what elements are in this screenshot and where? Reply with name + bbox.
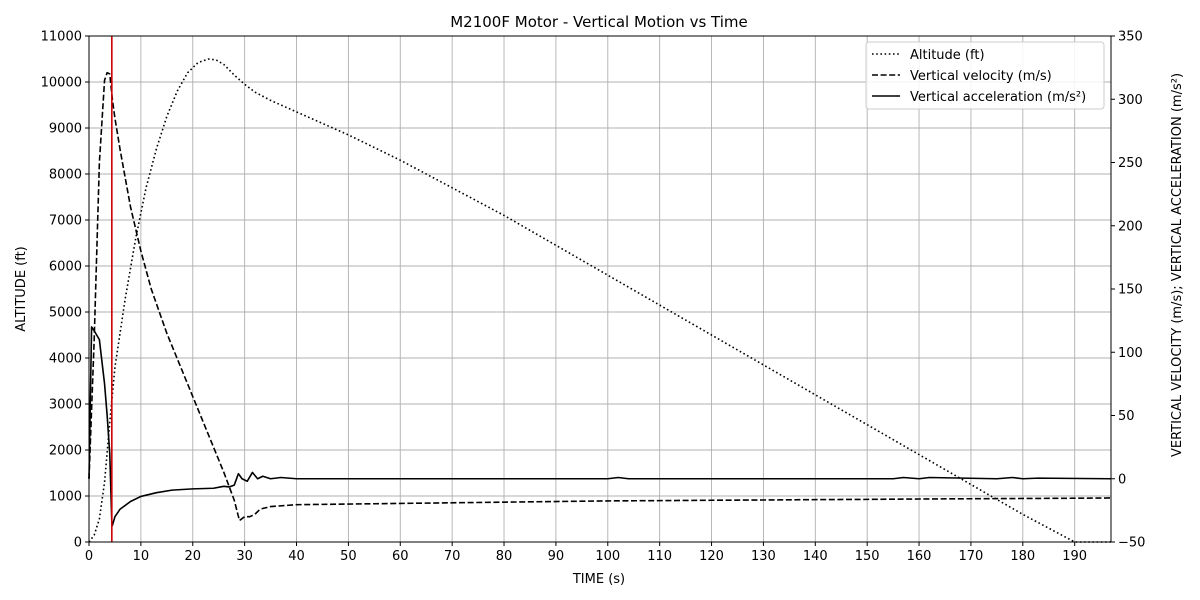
y-right-tick-label: −50	[1118, 536, 1145, 551]
x-tick-label: 10	[133, 549, 150, 564]
x-axis-label: TIME (s)	[572, 572, 625, 587]
velocity-line	[88, 71, 1112, 522]
y-right-tick-label: 200	[1118, 219, 1143, 234]
x-tick-label: 160	[907, 549, 932, 564]
y-left-tick-label: 1000	[49, 490, 82, 505]
y-left-tick-label: 0	[74, 536, 82, 551]
y-left-axis-label: ALTITUDE (ft)	[14, 246, 29, 332]
tick-layer: 0 10 20 30 40 50 60 70 80 90 100 110 120 130 140 150 160…	[41, 30, 1146, 565]
x-tick-label: 40	[288, 549, 305, 564]
x-tick-label: 100	[595, 549, 620, 564]
y-left-tick-label: 9000	[49, 122, 82, 137]
x-tick-label: 150	[855, 549, 880, 564]
x-tick-label: 170	[959, 549, 984, 564]
x-tick-label: 30	[236, 549, 253, 564]
y-right-axis-label: VERTICAL VELOCITY (m/s); VERTICAL ACCELE…	[1170, 73, 1185, 457]
y-left-tick-label: 2000	[49, 444, 82, 459]
chart-title: M2100F Motor - Vertical Motion vs Time	[450, 13, 748, 31]
legend-box	[865, 41, 1105, 110]
y-left-tick-label: 5000	[49, 306, 82, 321]
y-left-tick-label: 6000	[49, 260, 82, 275]
x-tick-label: 90	[548, 549, 565, 564]
y-left-tick-label: 11000	[41, 30, 82, 45]
x-tick-label: 70	[444, 549, 461, 564]
x-tick-label: 110	[647, 549, 672, 564]
grid	[88, 35, 1111, 543]
legend-label-altitude: Altitude (ft)	[910, 48, 985, 63]
y-right-tick-label: 300	[1118, 93, 1143, 108]
altitude-line	[88, 58, 1111, 543]
y-right-tick-label: 100	[1118, 346, 1143, 361]
x-tick-label: 60	[392, 549, 409, 564]
x-tick-label: 180	[1010, 549, 1035, 564]
x-tick-label: 120	[699, 549, 724, 564]
x-tick-label: 50	[340, 549, 357, 564]
y-right-tick-label: 0	[1118, 472, 1126, 487]
x-tick-label: 80	[496, 549, 513, 564]
y-right-tick-label: 250	[1118, 156, 1143, 171]
y-left-tick-label: 7000	[49, 214, 82, 229]
y-right-tick-label: 350	[1118, 30, 1143, 45]
legend-label-acceleration: Vertical acceleration (m/s²)	[910, 90, 1086, 105]
legend: Altitude (ft) Vertical velocity (m/s) Ve…	[865, 41, 1105, 110]
x-tick-label: 190	[1062, 549, 1087, 564]
y-right-tick-label: 50	[1118, 409, 1135, 424]
legend-label-velocity: Vertical velocity (m/s)	[910, 69, 1052, 84]
x-tick-label: 0	[85, 549, 93, 564]
series-layer	[88, 58, 1112, 543]
y-left-tick-label: 8000	[49, 168, 82, 183]
y-left-tick-label: 10000	[41, 76, 82, 91]
x-tick-label: 140	[803, 549, 828, 564]
x-tick-label: 130	[751, 549, 776, 564]
plot-frame	[88, 35, 1112, 543]
x-tick-label: 20	[184, 549, 201, 564]
y-left-tick-label: 4000	[49, 352, 82, 367]
y-right-tick-label: 150	[1118, 283, 1143, 298]
y-left-tick-label: 3000	[49, 398, 82, 413]
